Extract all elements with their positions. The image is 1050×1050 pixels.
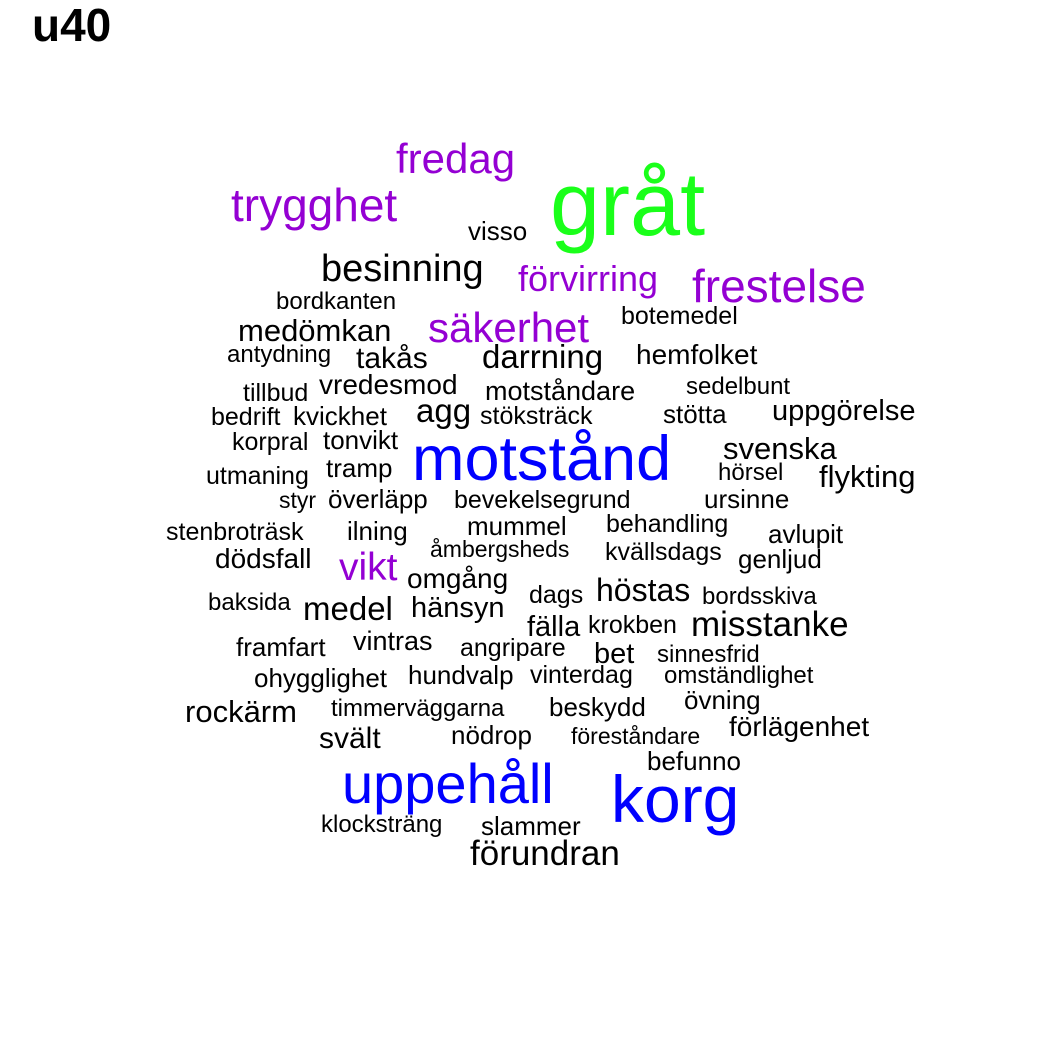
cloud-word: korpral [232,428,309,456]
cloud-word: föreståndare [571,723,701,749]
cloud-word: klocksträng [321,811,443,838]
cloud-word: stötta [663,399,727,429]
cloud-word: motståndare [485,376,636,406]
cloud-word: mummel [467,511,567,541]
cloud-word: kvickhet [293,401,387,431]
cloud-word: hemfolket [636,339,758,370]
page-title: u40 [32,0,112,51]
cloud-word: framfart [236,632,326,662]
cloud-word: vintras [353,626,433,656]
cloud-word: omständlighet [664,662,814,689]
cloud-word: ursinne [704,484,790,514]
cloud-word: förvirring [518,258,659,299]
cloud-word: dödsfall [215,543,312,574]
cloud-word: säkerhet [428,304,590,351]
cloud-word: förlägenhet [729,711,870,742]
cloud-word: höstas [596,572,691,608]
cloud-word: behandling [606,510,729,538]
cloud-word: motstånd [412,424,672,494]
cloud-word: ohygglighet [254,663,387,693]
cloud-word: agg [416,392,472,429]
cloud-word: ilning [347,516,408,546]
cloud-word: åmbergsheds [430,536,570,562]
cloud-word: svenska [723,431,837,466]
cloud-word: krokben [588,611,677,639]
cloud-word: darrning [482,338,604,375]
cloud-word: nödrop [451,720,532,750]
cloud-word: hänsyn [411,592,505,624]
cloud-word: slammer [481,811,581,841]
cloud-word: genljud [738,544,822,574]
cloud-word: trygghet [231,179,398,231]
cloud-word: tillbud [243,379,309,407]
cloud-word: utmaning [206,462,309,490]
cloud-word: svält [319,722,381,755]
cloud-word: uppehåll [342,752,554,815]
cloud-word: fredag [396,135,516,182]
cloud-word: förundran [470,834,620,873]
cloud-word: timmerväggarna [331,695,505,722]
cloud-word: frestelse [692,260,866,312]
cloud-word: rockärm [185,694,297,729]
cloud-word: takås [356,342,428,375]
cloud-word: vikt [339,546,398,589]
cloud-word: baksida [208,589,291,616]
cloud-word: hörsel [718,459,784,486]
cloud-word: antydning [227,341,332,368]
cloud-word: omgång [407,563,509,594]
cloud-word: avlupit [768,519,844,549]
cloud-word: misstanke [691,605,849,644]
cloud-word: dags [529,581,584,609]
cloud-word: fälla [527,611,581,643]
cloud-word: besinning [321,248,484,290]
cloud-word: bevekelsegrund [454,486,631,514]
cloud-word: bordsskiva [702,583,817,610]
cloud-word: sinnesfrid [657,641,760,668]
cloud-word: visso [468,216,528,246]
cloud-word: befunno [647,746,741,776]
cloud-word: gråt [550,155,706,255]
cloud-word: bordkanten [276,288,397,315]
cloud-word: sedelbunt [686,373,791,400]
cloud-word: övning [684,685,761,715]
cloud-word: medömkan [238,313,392,348]
cloud-word: hundvalp [408,660,514,690]
cloud-word: kvällsdags [605,538,722,566]
cloud-word: vredesmod [319,369,458,400]
cloud-word: angripare [460,634,566,662]
cloud-word: medel [303,590,393,627]
cloud-word: flykting [819,459,916,494]
cloud-word: stenbroträsk [166,518,304,546]
cloud-word: stöksträck [480,402,593,430]
cloud-word: korg [611,762,740,836]
cloud-word: vinterdag [530,661,633,689]
cloud-word: bedrift [211,403,281,431]
cloud-word: beskydd [549,692,646,722]
cloud-word: styr [279,487,317,513]
cloud-word: botemedel [621,302,738,330]
cloud-word: tramp [326,453,393,483]
cloud-word: uppgörelse [772,395,916,427]
cloud-word: tonvikt [323,425,399,455]
cloud-word: överläpp [328,484,428,514]
cloud-word: bet [594,638,635,670]
